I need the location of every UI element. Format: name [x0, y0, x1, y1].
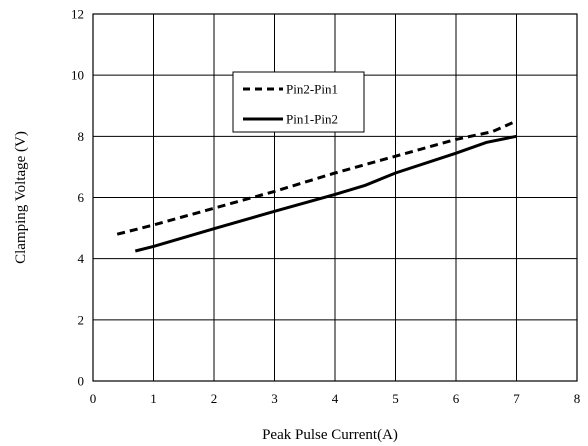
grid [92, 13, 578, 382]
legend-label-2: Pin1-Pin2 [286, 112, 338, 127]
x-tick-label-8: 8 [574, 391, 581, 406]
y-tick-label-6: 12 [71, 7, 84, 22]
y-tick-label-4: 8 [78, 129, 85, 144]
x-tick-label-4: 4 [332, 391, 339, 406]
y-axis-label: Clamping Voltage (V) [13, 131, 29, 264]
x-tick-label-2: 2 [211, 391, 218, 406]
x-tick-label-5: 5 [392, 391, 399, 406]
plot-frame-layer [92, 13, 578, 382]
x-tick-label-6: 6 [453, 391, 460, 406]
legend-label-1: Pin2-Pin1 [286, 82, 338, 97]
y-tick-label-0: 0 [78, 374, 85, 389]
x-tick-label-7: 7 [513, 391, 520, 406]
series-line-2 [134, 134, 517, 253]
x-tick-label-3: 3 [271, 391, 278, 406]
y-tick-label-3: 6 [78, 190, 85, 205]
y-tick-label-5: 10 [71, 68, 84, 83]
legend: Pin2-Pin1 Pin1-Pin2 [232, 71, 365, 133]
plot-frame [92, 13, 578, 382]
legend-box [232, 71, 365, 133]
x-tick-label-0: 0 [90, 391, 97, 406]
y-tick-label-2: 4 [78, 251, 85, 266]
x-axis-label: Peak Pulse Current(A) [262, 427, 398, 443]
y-tick-label-1: 2 [78, 312, 85, 327]
series-layer [116, 119, 518, 253]
series-line-1 [116, 119, 518, 236]
x-tick-label-1: 1 [150, 391, 157, 406]
